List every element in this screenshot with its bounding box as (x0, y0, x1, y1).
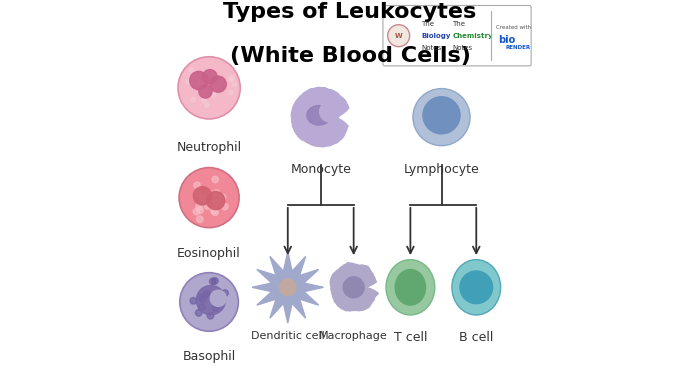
Circle shape (189, 68, 193, 72)
Ellipse shape (307, 105, 331, 125)
Circle shape (202, 98, 206, 102)
Circle shape (193, 208, 199, 215)
Circle shape (194, 182, 200, 188)
Text: Notes: Notes (421, 45, 442, 51)
FancyBboxPatch shape (383, 5, 531, 66)
Circle shape (197, 207, 203, 213)
Circle shape (197, 294, 204, 300)
Circle shape (271, 270, 305, 305)
Text: W: W (395, 33, 402, 39)
Circle shape (206, 191, 225, 210)
Text: (White Blood Cells): (White Blood Cells) (230, 46, 470, 66)
Circle shape (212, 176, 218, 183)
Text: Created with: Created with (496, 25, 531, 30)
Text: RENDER: RENDER (505, 45, 531, 49)
Circle shape (199, 304, 205, 310)
Ellipse shape (386, 259, 435, 315)
Circle shape (202, 71, 206, 75)
Circle shape (180, 273, 239, 331)
Circle shape (195, 310, 202, 316)
Circle shape (196, 203, 202, 210)
Circle shape (186, 80, 190, 84)
Circle shape (179, 168, 239, 228)
Text: The: The (421, 21, 435, 27)
Circle shape (221, 203, 228, 210)
Circle shape (178, 57, 240, 119)
Circle shape (202, 70, 217, 84)
Circle shape (193, 187, 211, 205)
Circle shape (211, 71, 216, 75)
Text: Dendritic cell: Dendritic cell (251, 331, 325, 341)
Circle shape (206, 197, 213, 203)
Circle shape (197, 81, 202, 86)
Circle shape (343, 277, 364, 298)
Circle shape (201, 196, 207, 202)
Circle shape (211, 80, 216, 84)
Text: Macrophage: Macrophage (319, 331, 388, 341)
Text: Lymphocyte: Lymphocyte (404, 163, 480, 176)
Text: Biology: Biology (421, 33, 451, 39)
Polygon shape (252, 252, 323, 323)
Circle shape (208, 191, 214, 198)
Text: Chemistry: Chemistry (452, 33, 493, 39)
Circle shape (197, 216, 203, 223)
Circle shape (204, 292, 210, 298)
Text: Eosinophil: Eosinophil (177, 247, 241, 260)
Circle shape (320, 101, 340, 122)
Circle shape (205, 80, 209, 85)
Circle shape (204, 290, 211, 297)
Text: bio: bio (498, 35, 515, 45)
Circle shape (210, 76, 226, 92)
Text: B cell: B cell (459, 331, 494, 344)
Circle shape (199, 296, 206, 303)
Circle shape (212, 305, 219, 311)
Circle shape (211, 93, 216, 97)
Text: T cell: T cell (393, 331, 427, 344)
Circle shape (219, 194, 226, 201)
Text: The: The (452, 21, 466, 27)
Ellipse shape (452, 259, 500, 315)
Circle shape (210, 290, 226, 306)
Circle shape (279, 279, 296, 296)
Circle shape (460, 271, 493, 304)
Circle shape (423, 97, 460, 134)
Text: Monocyte: Monocyte (290, 163, 351, 176)
Circle shape (212, 209, 218, 216)
Circle shape (202, 90, 206, 94)
Circle shape (196, 285, 225, 315)
Ellipse shape (395, 269, 426, 305)
Circle shape (190, 71, 208, 90)
Circle shape (199, 85, 212, 98)
Circle shape (228, 90, 233, 95)
Text: Neutrophil: Neutrophil (176, 141, 242, 154)
Circle shape (203, 88, 207, 93)
Circle shape (190, 298, 197, 304)
Text: Types of Leukocytes: Types of Leukocytes (223, 2, 477, 22)
Circle shape (229, 77, 233, 82)
Circle shape (210, 79, 214, 83)
Polygon shape (330, 263, 379, 311)
Circle shape (388, 25, 409, 47)
Circle shape (207, 313, 214, 319)
Circle shape (211, 278, 218, 284)
Circle shape (199, 194, 205, 201)
Polygon shape (291, 87, 349, 147)
Text: Notes: Notes (452, 45, 472, 51)
Circle shape (204, 203, 211, 209)
Circle shape (204, 74, 208, 78)
Text: Basophil: Basophil (183, 350, 236, 363)
Circle shape (205, 103, 209, 107)
Circle shape (209, 278, 216, 285)
Circle shape (230, 76, 235, 80)
Circle shape (232, 82, 237, 87)
Circle shape (211, 207, 217, 214)
Circle shape (195, 190, 202, 197)
Circle shape (191, 97, 195, 102)
Circle shape (214, 199, 220, 206)
Circle shape (413, 89, 470, 146)
Circle shape (201, 90, 205, 95)
Circle shape (222, 290, 228, 296)
Circle shape (213, 190, 220, 196)
